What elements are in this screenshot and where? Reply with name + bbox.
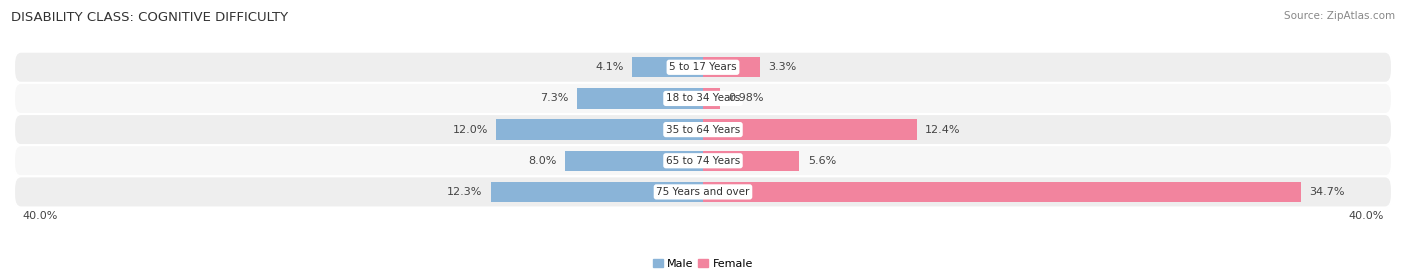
Text: 12.0%: 12.0% [453,124,488,135]
Text: 18 to 34 Years: 18 to 34 Years [666,93,740,103]
Bar [703,182,1301,202]
Bar [703,57,759,77]
Bar [496,119,703,140]
FancyBboxPatch shape [14,52,1392,83]
Text: 3.3%: 3.3% [769,62,797,72]
Text: 4.1%: 4.1% [595,62,624,72]
Text: 34.7%: 34.7% [1309,187,1344,197]
Text: 65 to 74 Years: 65 to 74 Years [666,156,740,166]
Text: 12.4%: 12.4% [925,124,960,135]
Text: 5.6%: 5.6% [808,156,837,166]
Bar [565,151,703,171]
Text: DISABILITY CLASS: COGNITIVE DIFFICULTY: DISABILITY CLASS: COGNITIVE DIFFICULTY [11,11,288,24]
FancyBboxPatch shape [14,83,1392,114]
Text: 40.0%: 40.0% [22,211,58,221]
Bar [633,57,703,77]
Text: 0.98%: 0.98% [728,93,763,103]
Text: 35 to 64 Years: 35 to 64 Years [666,124,740,135]
Legend: Male, Female: Male, Female [648,254,758,270]
FancyBboxPatch shape [14,145,1392,176]
Text: 12.3%: 12.3% [447,187,482,197]
FancyBboxPatch shape [14,114,1392,145]
Bar [578,88,703,109]
Text: 5 to 17 Years: 5 to 17 Years [669,62,737,72]
Bar [703,88,720,109]
Text: 75 Years and over: 75 Years and over [657,187,749,197]
Bar [703,119,917,140]
Text: 7.3%: 7.3% [540,93,568,103]
Text: Source: ZipAtlas.com: Source: ZipAtlas.com [1284,11,1395,21]
Text: 8.0%: 8.0% [529,156,557,166]
FancyBboxPatch shape [14,176,1392,207]
Bar [491,182,703,202]
Bar [703,151,800,171]
Text: 40.0%: 40.0% [1348,211,1384,221]
